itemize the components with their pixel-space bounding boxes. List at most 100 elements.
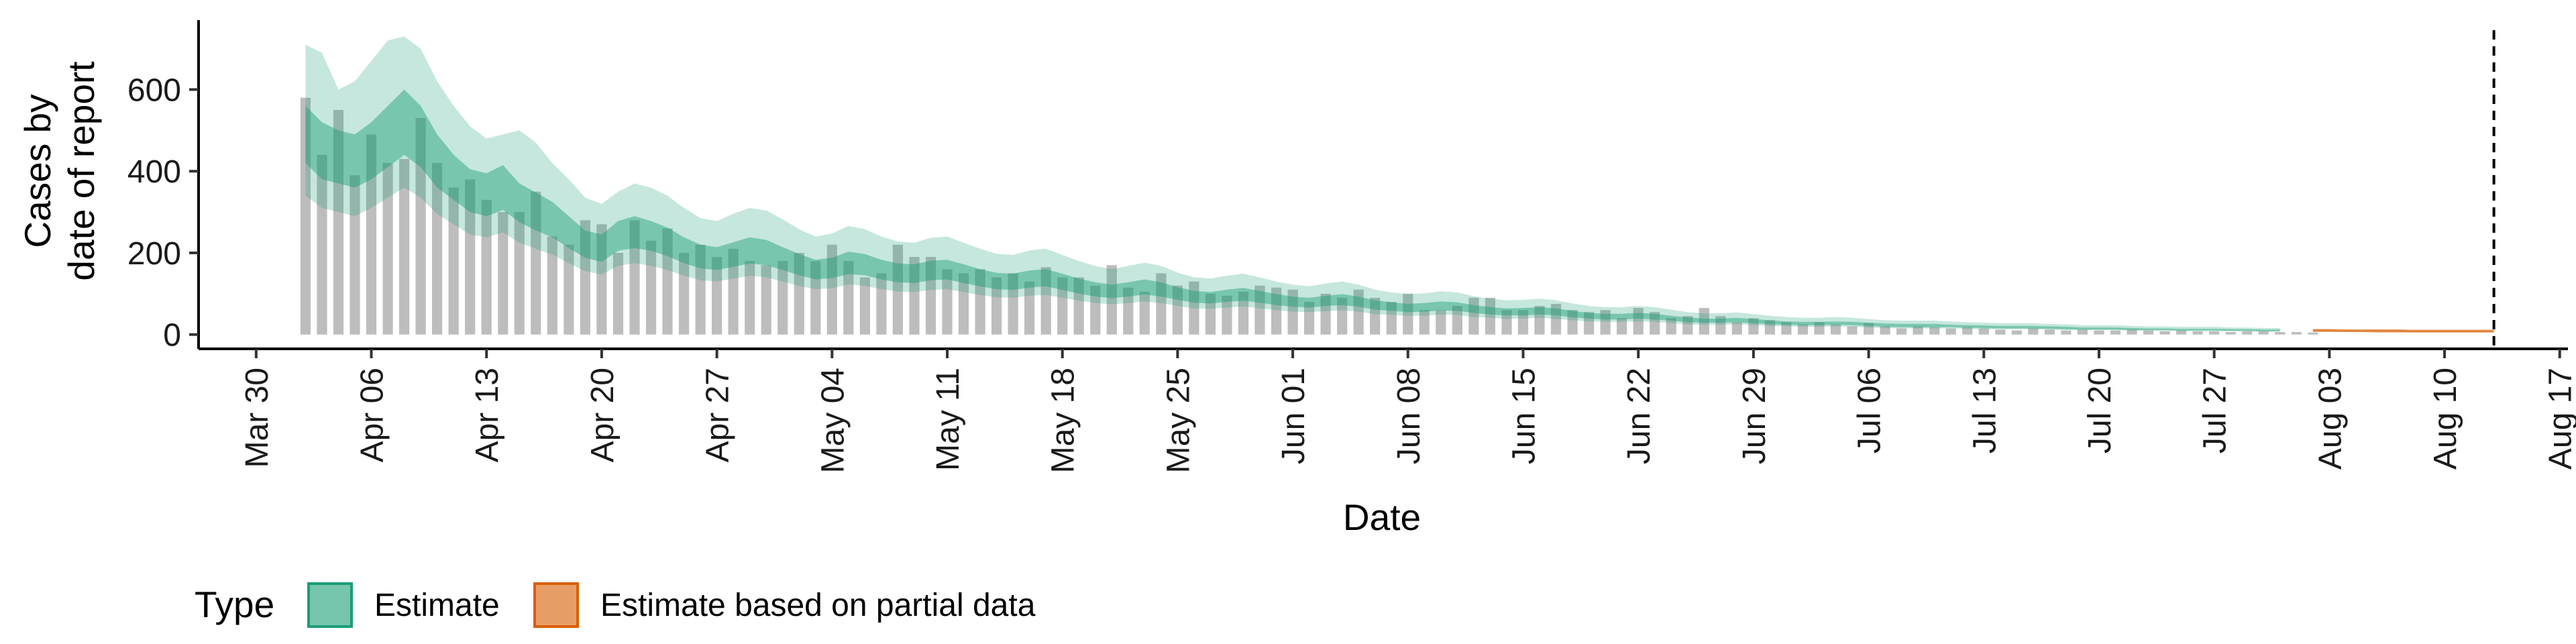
y-axis-title-line-1: Cases by	[17, 94, 58, 248]
bar-reported-cases	[2209, 331, 2220, 335]
bar-reported-cases	[547, 236, 557, 335]
bar-reported-cases	[1123, 287, 1134, 335]
bar-reported-cases	[1682, 316, 1693, 335]
bar-reported-cases	[465, 179, 476, 335]
bar-reported-cases	[1090, 285, 1101, 335]
bar-reported-cases	[777, 261, 788, 335]
legend-label-partial: Estimate based on partial data	[600, 588, 1036, 623]
bar-reported-cases	[1896, 328, 1907, 335]
bar-reported-cases	[1517, 310, 1529, 335]
bar-reported-cases	[514, 212, 525, 335]
bar-reported-cases	[1633, 308, 1644, 335]
x-tick-label: Jun 08	[1391, 368, 1427, 464]
bar-reported-cases	[2028, 328, 2039, 335]
bar-reported-cases	[1880, 326, 1890, 335]
bar-reported-cases	[2291, 332, 2302, 335]
bar-reported-cases	[1650, 312, 1660, 335]
x-tick-label: Jul 13	[1967, 368, 2002, 453]
legend-title: Type	[195, 584, 274, 625]
bar-reported-cases	[1830, 324, 1841, 335]
bar-reported-cases	[794, 253, 804, 335]
plot-area	[300, 30, 2496, 349]
bar-reported-cases	[1550, 304, 1562, 335]
bar-reported-cases	[1913, 326, 1923, 335]
bar-reported-cases	[745, 261, 755, 335]
bar-reported-cases	[645, 240, 657, 335]
y-axis-title-line-2: date of report	[60, 61, 102, 280]
bar-reported-cases	[1172, 285, 1183, 335]
x-tick-label: Aug 17	[2543, 368, 2576, 470]
x-tick-label: Apr 20	[585, 368, 621, 462]
bar-reported-cases	[1584, 312, 1595, 335]
x-tick-label: May 18	[1046, 368, 1081, 473]
bar-reported-cases	[1567, 310, 1578, 335]
bar-reported-cases	[1748, 318, 1759, 335]
bar-reported-cases	[2044, 329, 2055, 335]
bar-reported-cases	[2176, 330, 2187, 335]
bar-reported-cases	[382, 163, 393, 335]
y-tick-label: 400	[127, 154, 181, 190]
x-tick-label: May 25	[1161, 368, 1196, 473]
bar-reported-cases	[2011, 330, 2022, 335]
legend: Type Estimate Estimate based on partial …	[195, 582, 1036, 628]
bar-reported-cases	[2127, 329, 2137, 335]
bar-reported-cases	[892, 244, 903, 335]
x-axis-title: Date	[1343, 496, 1421, 538]
bar-reported-cases	[2192, 331, 2203, 335]
bar-reported-cases	[629, 220, 640, 335]
legend-label-estimate: Estimate	[374, 588, 500, 623]
bar-reported-cases	[1666, 318, 1676, 335]
bar-reported-cases	[1978, 328, 1989, 335]
bar-reported-cases	[1271, 287, 1282, 335]
bar-reported-cases	[1436, 310, 1446, 335]
bar-reported-cases	[909, 257, 920, 335]
bar-reported-cases	[1715, 316, 1726, 335]
bar-reported-cases	[859, 277, 870, 335]
bar-reported-cases	[843, 261, 854, 335]
bar-reported-cases	[1254, 285, 1265, 335]
bar-reported-cases	[596, 224, 607, 335]
bar-reported-cases	[1008, 273, 1018, 335]
bar-reported-cases	[728, 248, 739, 335]
x-tick-label: Apr 13	[470, 368, 505, 462]
bar-reported-cases	[580, 220, 590, 335]
bar-reported-cases	[2242, 331, 2253, 335]
y-tick-label: 600	[127, 72, 181, 108]
bar-reported-cases	[1222, 295, 1232, 335]
bar-reported-cases	[662, 228, 673, 335]
bar-reported-cases	[2143, 330, 2154, 335]
axes: 0 200 400 600 Mar 30 Apr 06 Apr 13 Apr 20 Apr 27…	[127, 20, 2576, 473]
legend-swatch-partial	[533, 582, 579, 628]
bar-reported-cases	[1386, 302, 1397, 335]
bar-reported-cases	[1781, 322, 1792, 335]
bar-reported-cases	[1139, 291, 1150, 335]
bar-reported-cases	[695, 244, 706, 335]
bar-reported-cases	[1962, 327, 1973, 335]
x-tick-label: Jun 01	[1276, 368, 1311, 464]
y-tick-label: 200	[127, 236, 181, 272]
bar-reported-cases	[432, 163, 443, 335]
bar-reported-cases	[399, 159, 410, 335]
bar-reported-cases	[942, 269, 953, 335]
legend-swatch-estimate	[307, 582, 353, 628]
bar-reported-cases	[1814, 322, 1825, 335]
x-tick-label: Jun 15	[1507, 368, 1542, 464]
bar-reported-cases	[498, 212, 508, 335]
x-tick-label: Jul 27	[2198, 368, 2233, 453]
bar-reported-cases	[810, 261, 821, 335]
bar-reported-cases	[1040, 267, 1051, 335]
bar-reported-cases	[1403, 293, 1413, 335]
bar-reported-cases	[366, 134, 377, 335]
bar-reported-cases	[1534, 306, 1545, 335]
bar-reported-cases	[2258, 331, 2269, 335]
bar-reported-cases	[1156, 273, 1167, 335]
x-tick-label: Mar 30	[239, 368, 275, 468]
bar-reported-cases	[958, 273, 969, 335]
bar-reported-cases	[1864, 323, 1874, 335]
x-tick-label: Jul 06	[1852, 368, 1888, 453]
bar-reported-cases	[1073, 277, 1084, 335]
bar-reported-cases	[1106, 265, 1117, 335]
bar-reported-cases	[1452, 306, 1462, 335]
bar-reported-cases	[679, 253, 690, 335]
x-tick-label: Jul 20	[2082, 368, 2118, 453]
